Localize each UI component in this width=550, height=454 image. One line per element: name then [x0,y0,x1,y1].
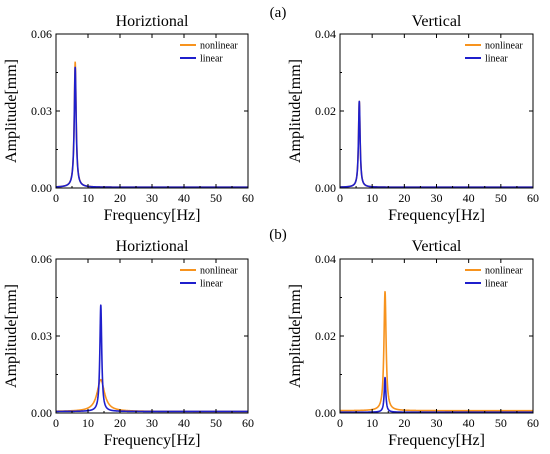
chart-panel-3: 0 10 20 30 40 50 60 0.00 0.03 0.06 Horiztional Freq… [3,238,254,449]
chart-title: Vertical [412,238,462,255]
row-label-a: (a) [270,5,287,21]
x-tick-label: 60 [527,191,539,205]
x-axis-label: Frequency[Hz] [388,432,485,449]
y-tick-label: 0.03 [31,104,52,118]
legend-label-nonlinear: nonlinear [200,41,238,52]
legend: nonlinear linear [465,41,523,65]
x-tick-label: 60 [527,416,539,430]
chart-title: Horiztional [116,238,189,255]
legend: nonlinear linear [180,266,238,290]
x-tick-label: 50 [495,416,507,430]
x-tick-label: 10 [82,191,94,205]
y-tick-label: 0.06 [31,27,52,41]
x-tick-label: 0 [53,191,59,205]
y-axis-label: Amplitude[mm] [287,59,304,163]
y-tick-label: 0.00 [31,181,52,195]
chart-panel-2: 0 10 20 30 40 50 60 0.00 0.02 0.04 Vertical Frequen… [287,13,539,224]
y-tick-label: 0.00 [31,406,52,420]
x-tick-label: 30 [146,416,158,430]
series-line-linear [56,66,248,188]
x-tick-label: 20 [398,416,410,430]
legend-label-nonlinear: nonlinear [485,41,523,52]
x-tick-label: 50 [210,416,222,430]
chart-title: Horiztional [116,13,189,30]
legend-label-nonlinear: nonlinear [485,266,523,277]
x-tick-label: 0 [337,416,343,430]
x-tick-label: 20 [398,191,410,205]
series-line-nonlinear [340,100,533,188]
chart-panel-1: 0 10 20 30 40 50 60 0.00 0.03 0.06 Horiztional Freq… [3,13,254,224]
x-tick-label: 20 [114,416,126,430]
x-tick-label: 40 [178,416,190,430]
x-tick-label: 50 [495,191,507,205]
x-axis-label: Frequency[Hz] [104,207,201,224]
series-line-nonlinear [56,61,248,188]
x-tick-label: 30 [146,191,158,205]
y-tick-label: 0.02 [315,104,336,118]
x-tick-label: 0 [337,191,343,205]
y-tick-label: 0.04 [315,252,336,266]
legend: nonlinear linear [180,41,238,65]
x-tick-label: 60 [242,416,254,430]
y-tick-label: 0.00 [315,181,336,195]
x-tick-label: 10 [366,191,378,205]
x-tick-label: 10 [366,416,378,430]
x-tick-label: 30 [431,191,443,205]
x-tick-label: 40 [463,416,475,430]
x-tick-label: 20 [114,191,126,205]
x-tick-label: 40 [463,191,475,205]
chart-panel-4: 0 10 20 30 40 50 60 0.00 0.02 0.04 Vertical Frequen… [287,238,539,449]
legend-label-linear: linear [485,279,508,290]
y-axis-label: Amplitude[mm] [3,284,20,388]
y-tick-label: 0.02 [315,329,336,343]
row-label-b: (b) [269,227,287,243]
y-tick-label: 0.04 [315,27,336,41]
x-axis-label: Frequency[Hz] [388,207,485,224]
series-line-nonlinear [56,378,248,413]
series-line-linear [340,100,533,188]
series-line-nonlinear [340,290,533,412]
legend-label-linear: linear [200,54,223,65]
legend: nonlinear linear [465,266,523,290]
legend-label-nonlinear: nonlinear [200,266,238,277]
y-axis-label: Amplitude[mm] [3,59,20,163]
x-tick-label: 50 [210,191,222,205]
legend-label-linear: linear [485,54,508,65]
legend-label-linear: linear [200,279,223,290]
x-tick-label: 10 [82,416,94,430]
series-line-linear [56,304,248,413]
x-axis-label: Frequency[Hz] [104,432,201,449]
y-tick-label: 0.06 [31,252,52,266]
x-tick-label: 40 [178,191,190,205]
y-axis-label: Amplitude[mm] [287,284,304,388]
y-tick-label: 0.03 [31,329,52,343]
chart-title: Vertical [412,13,462,30]
series-line-linear [340,376,533,413]
y-tick-label: 0.00 [315,406,336,420]
x-tick-label: 0 [53,416,59,430]
x-tick-label: 30 [431,416,443,430]
x-tick-label: 60 [242,191,254,205]
